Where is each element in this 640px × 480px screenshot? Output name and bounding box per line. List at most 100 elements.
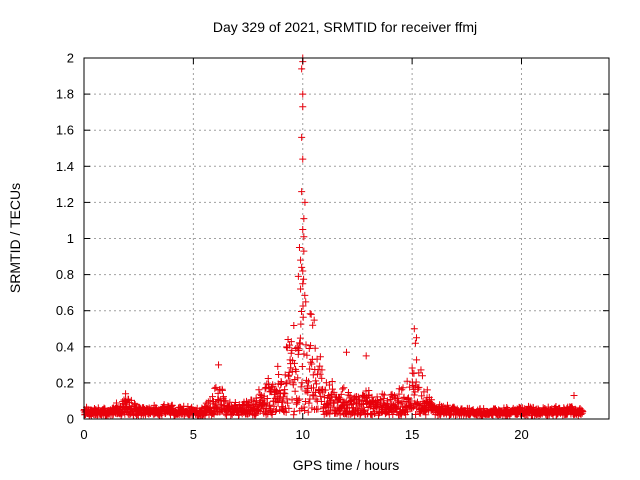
data-point [269,383,277,391]
data-point [262,411,270,419]
data-point [305,378,313,386]
data-point [330,388,338,396]
data-point [297,320,305,328]
data-point [304,408,312,416]
data-point [263,380,271,388]
data-point [316,362,324,370]
data-point [301,291,309,299]
data-point [291,359,299,367]
data-point [256,390,264,398]
data-point [160,401,168,409]
data-point-peak [299,103,307,111]
data-point [211,384,219,392]
data-point [299,313,307,321]
data-point [289,381,297,389]
data-point [408,405,416,413]
data-point [306,395,314,403]
data-point [292,367,300,375]
x-tick-label: 5 [190,427,197,442]
data-point [399,384,407,392]
data-point [412,410,420,418]
data-point-peak [298,133,306,141]
data-point-peak [343,348,350,356]
data-point [312,377,320,385]
data-point [291,376,299,384]
y-tick-label: 0.8 [56,267,74,282]
data-point [287,364,295,372]
data-point [336,394,344,402]
data-point [410,391,418,399]
x-tick-label: 10 [296,427,310,442]
data-point [304,389,312,397]
data-point [309,321,317,329]
data-point [212,383,220,391]
data-point [287,338,295,346]
data-point [415,383,423,391]
data-point [158,411,166,419]
data-point-peak [297,285,305,293]
data-point [316,370,324,378]
data-point [417,366,425,374]
data-point [296,339,304,347]
data-point [294,397,302,405]
data-point [340,384,348,392]
data-point [301,406,309,414]
data-point [282,343,290,351]
data-point [403,408,411,416]
data-point [398,398,406,406]
data-point [214,389,222,397]
data-point-peak [410,325,418,333]
data-point-peak [294,272,302,280]
y-tick-label: 0 [67,412,74,427]
data-point [400,393,408,401]
data-point [382,409,390,417]
data-point [339,385,347,393]
data-point [305,399,313,407]
data-point [218,386,226,394]
data-point [297,383,305,391]
data-point [302,341,310,349]
data-point [290,407,298,415]
data-point [348,400,356,408]
data-point [263,394,271,402]
data-point [285,371,293,379]
data-point [336,411,344,419]
y-tick-label: 1 [67,231,74,246]
data-point [285,404,293,412]
data-point-peak [411,339,419,347]
data-points [80,54,587,419]
data-point-peak [299,90,307,98]
data-point [255,386,263,394]
data-point [337,390,345,398]
data-point-peak [413,334,420,342]
data-point-peak [298,65,306,73]
data-point [281,390,289,398]
data-point [267,409,275,417]
data-point [318,366,326,374]
y-tick-label: 1.4 [56,159,74,174]
data-point [255,406,263,414]
data-point [280,389,288,397]
y-tick-label: 1.8 [56,87,74,102]
data-point [278,397,286,405]
data-point [414,385,422,393]
y-tick-label: 0.6 [56,303,74,318]
data-point [235,411,243,419]
data-point [335,406,343,414]
data-point [310,316,318,324]
x-tick-label: 15 [405,427,419,442]
data-point [422,411,430,419]
data-point [298,363,306,371]
data-point [503,403,511,411]
data-point [301,398,309,406]
data-point [286,341,294,349]
data-point [317,392,325,400]
data-point-peak [299,225,307,233]
data-point [312,380,320,388]
data-point [209,393,217,401]
data-point [266,401,274,409]
data-point [414,401,422,409]
data-point-peak [297,256,305,264]
data-point [283,395,291,403]
data-point [274,362,282,370]
